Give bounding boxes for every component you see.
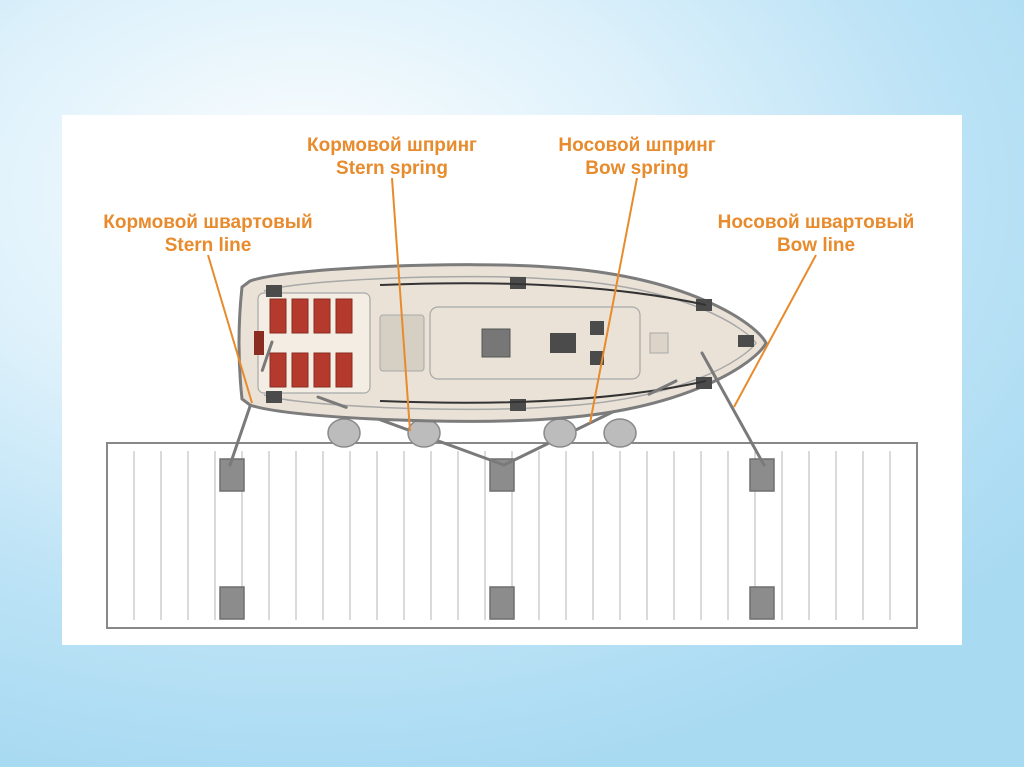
diagram-panel: Кормовой шпринг Stern spring Носовой шпр… xyxy=(62,115,962,645)
label-bow-line: Носовой швартовый Bow line xyxy=(718,212,915,258)
label-bow-spring-ru: Носовой шпринг xyxy=(558,135,715,158)
label-bow-line-ru: Носовой швартовый xyxy=(718,212,915,235)
label-bow-line-en: Bow line xyxy=(718,235,915,258)
label-stern-line-en: Stern line xyxy=(103,235,312,258)
label-stern-spring: Кормовой шпринг Stern spring xyxy=(307,135,477,181)
label-stern-spring-en: Stern spring xyxy=(307,158,477,181)
label-bow-spring-en: Bow spring xyxy=(558,158,715,181)
page-background: Кормовой шпринг Stern spring Носовой шпр… xyxy=(0,0,1024,767)
label-stern-spring-ru: Кормовой шпринг xyxy=(307,135,477,158)
label-stern-line-ru: Кормовой швартовый xyxy=(103,212,312,235)
label-stern-line: Кормовой швартовый Stern line xyxy=(103,212,312,258)
label-bow-spring: Носовой шпринг Bow spring xyxy=(558,135,715,181)
mooring-diagram xyxy=(62,115,962,645)
